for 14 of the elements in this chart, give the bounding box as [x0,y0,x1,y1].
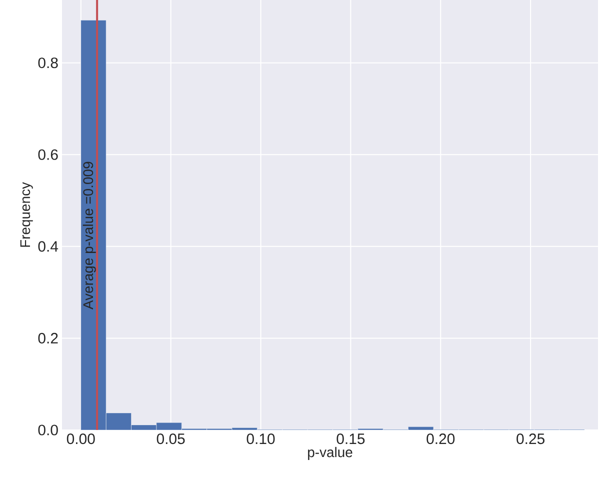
x-tick-label: 0.15 [336,434,365,444]
y-tick-label: 0.6 [38,149,58,160]
y-axis-title: Frequency [20,182,33,247]
ref-line-label: Average p-value =0.009 [82,162,96,310]
x-tick-label: 0.05 [156,434,185,444]
x-axis-title: p-value [308,446,352,460]
y-tick-label: 0.2 [38,332,58,344]
x-tick-label: 0.25 [516,434,544,444]
y-tick-label: 0.8 [38,58,58,68]
x-tick-label: 0.20 [426,434,455,444]
y-tick-label: 0.4 [38,241,58,252]
y-tick-label: 0.0 [38,424,58,436]
x-tick-label: 0.00 [66,434,95,444]
x-tick-label: 0.10 [246,434,275,444]
